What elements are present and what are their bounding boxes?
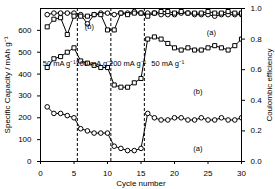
svg-text:0.0: 0.0: [251, 157, 263, 166]
svg-text:15: 15: [137, 169, 146, 178]
svg-text:1.0: 1.0: [251, 4, 263, 13]
svg-text:Specific Capacity / mAh g⁻¹: Specific Capacity / mAh g⁻¹: [3, 36, 12, 133]
svg-text:0.6: 0.6: [251, 65, 263, 74]
svg-text:100: 100: [18, 135, 32, 144]
svg-text:200: 200: [18, 113, 32, 122]
svg-text:30: 30: [237, 169, 246, 178]
svg-text:200 mA g⁻¹: 200 mA g⁻¹: [109, 59, 147, 68]
svg-text:Coulombic efficiency: Coulombic efficiency: [265, 48, 274, 121]
svg-text:20: 20: [170, 169, 179, 178]
svg-text:0: 0: [38, 169, 43, 178]
svg-text:(a): (a): [193, 144, 203, 153]
svg-text:400: 400: [18, 70, 32, 79]
svg-text:300: 300: [18, 91, 32, 100]
svg-text:25: 25: [204, 169, 213, 178]
svg-text:0.8: 0.8: [251, 35, 263, 44]
svg-text:500: 500: [18, 48, 32, 57]
svg-text:0.2: 0.2: [251, 126, 263, 135]
svg-text:5: 5: [72, 169, 77, 178]
svg-text:(a): (a): [207, 28, 217, 37]
svg-text:(b): (b): [85, 22, 95, 31]
svg-text:50 mA g⁻¹: 50 mA g⁻¹: [151, 59, 185, 68]
svg-text:100 mA g⁻¹: 100 mA g⁻¹: [76, 59, 114, 68]
svg-text:0.4: 0.4: [251, 96, 263, 105]
svg-text:0: 0: [27, 157, 32, 166]
svg-text:Cycle number: Cycle number: [116, 179, 166, 188]
svg-text:50 mA g⁻¹: 50 mA g⁻¹: [43, 59, 77, 68]
svg-text:600: 600: [18, 26, 32, 35]
svg-text:(b): (b): [193, 87, 203, 96]
svg-text:10: 10: [103, 169, 112, 178]
